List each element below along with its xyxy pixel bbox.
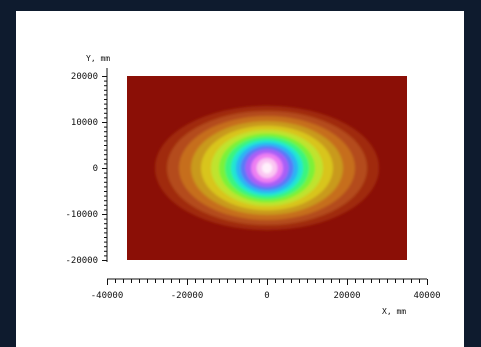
y-tick-label: -20000 [65,256,98,266]
axes: Y, mm X, mm 20000 10000 0 -10000 -20000 -4000… [65,54,440,316]
x-tick-label: -40000 [91,291,124,301]
x-tick-label: -20000 [171,291,204,301]
y-tick-label: 0 [93,164,98,174]
heatmap-plot-area [127,76,407,260]
y-tick-label: 10000 [71,118,98,128]
x-tick-label: 40000 [413,291,440,301]
contour-band [261,162,273,174]
y-tick-label: 20000 [71,72,98,82]
y-tick-label: -10000 [65,210,98,220]
contour-bands [155,105,379,231]
x-tick-label: 20000 [333,291,360,301]
heatmap-chart: Y, mm X, mm 20000 10000 0 -10000 -20000 -4000… [65,54,440,316]
x-axis-label: X, mm [382,307,406,316]
x-tick-label: 0 [264,291,269,301]
chart-frame: Y, mm X, mm 20000 10000 0 -10000 -20000 -4000… [16,11,464,347]
y-axis-label: Y, mm [86,54,110,63]
